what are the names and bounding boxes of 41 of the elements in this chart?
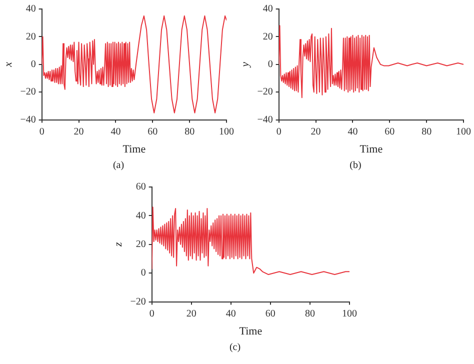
text: (c) [228, 342, 242, 353]
x-axis-title: Time [239, 325, 262, 338]
y-tick-label: 0 [268, 59, 273, 70]
x-tick-label: 40 [110, 126, 121, 138]
y-tick-label: 0 [30, 59, 36, 70]
y-tick-label: 20 [26, 31, 36, 42]
y-tick-label: 0 [140, 268, 146, 279]
x-tick-label: 100 [219, 126, 234, 138]
y-axis-title: x [2, 62, 14, 68]
y-tick-label: −40 [257, 114, 273, 126]
x-tick-label: 80 [304, 308, 315, 320]
x-tick-label: 20 [186, 308, 196, 320]
x-axis-title: Time [122, 143, 146, 156]
y-tick-label: 40 [136, 210, 146, 222]
x-tick-label: 20 [74, 126, 84, 138]
y-tick-label: 40 [26, 4, 36, 15]
x-tick-label: 0 [276, 126, 282, 138]
x-axis-title: Time [360, 143, 383, 156]
y-tick-label: −20 [20, 86, 36, 98]
y-tick-label: −20 [130, 296, 146, 308]
x-tick-label: 100 [456, 126, 471, 138]
text: (a) [112, 160, 126, 171]
x-tick-label: 60 [384, 126, 395, 138]
y-tick-label: 60 [136, 182, 146, 193]
x-tick-label: 60 [148, 126, 158, 138]
y-tick-label: 20 [262, 31, 273, 42]
x-tick-label: 40 [348, 126, 358, 138]
x-tick-label: 80 [184, 126, 195, 138]
y-tick-label: 40 [262, 4, 273, 15]
y-tick-label: 20 [136, 239, 146, 250]
y-tick-label: −40 [20, 114, 36, 126]
x-tick-label: 0 [39, 126, 44, 138]
x-tick-label: 40 [226, 308, 236, 320]
y-axis-title: z [112, 242, 124, 248]
x-tick-label: 100 [342, 308, 357, 320]
y-tick-label: −20 [257, 86, 273, 98]
y-axis-title: y [239, 62, 252, 68]
x-tick-label: 20 [310, 126, 321, 138]
text: (b) [348, 160, 362, 171]
x-tick-label: 0 [149, 308, 154, 320]
x-tick-label: 80 [422, 126, 432, 138]
